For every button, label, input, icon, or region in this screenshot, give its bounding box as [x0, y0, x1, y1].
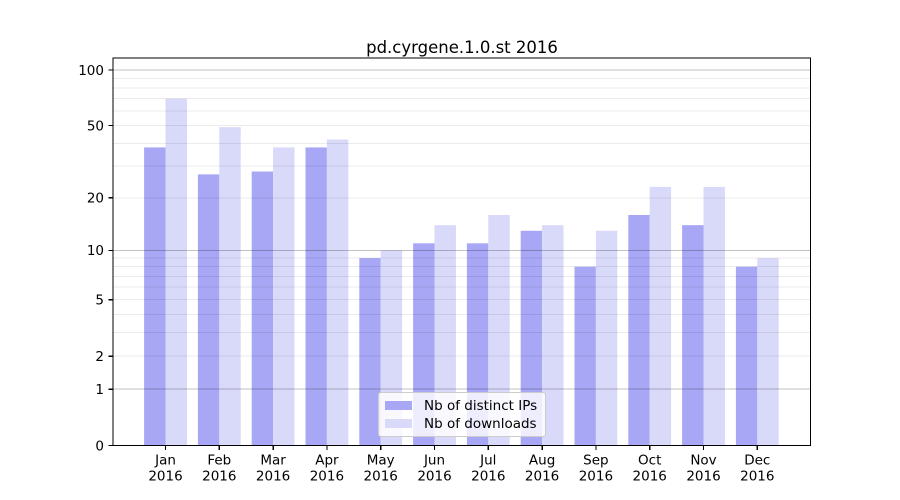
x-tick-label-year: 2016: [417, 469, 451, 485]
x-tick-label-year: 2016: [740, 469, 774, 485]
bar-downloads: [757, 258, 779, 446]
bar-distinct-ips: [144, 147, 166, 446]
y-tick-label: 10: [87, 243, 104, 259]
x-tick-label-month: Feb: [207, 453, 231, 469]
y-tick-label: 0: [95, 438, 104, 454]
x-tick-label-month: Jul: [479, 453, 496, 469]
bar-downloads: [542, 225, 564, 446]
x-tick-label-month: Jan: [154, 453, 176, 469]
x-tick-label-month: Dec: [744, 453, 770, 469]
x-tick-label-year: 2016: [256, 469, 290, 485]
bar-downloads: [434, 225, 456, 446]
chart-title: pd.cyrgene.1.0.st 2016: [366, 38, 558, 57]
bar-distinct-ips: [682, 225, 704, 446]
bar-distinct-ips: [574, 266, 596, 446]
bar-distinct-ips: [628, 214, 650, 446]
x-tick-label-year: 2016: [202, 469, 236, 485]
x-tick-label-year: 2016: [364, 469, 398, 485]
y-tick-label: 2: [95, 349, 104, 365]
legend-item-distinct-ips: Nb of distinct IPs: [385, 399, 545, 413]
x-tick-label-month: Nov: [690, 453, 716, 469]
bar-distinct-ips: [305, 147, 327, 446]
y-tick-label: 100: [78, 63, 104, 79]
bar-distinct-ips: [520, 230, 543, 446]
bar-downloads: [595, 230, 618, 446]
legend-item-downloads: Nb of downloads: [385, 417, 545, 431]
y-tick-label: 5: [95, 293, 104, 309]
x-tick-label-month: Apr: [315, 453, 339, 469]
legend-swatch-distinct-ips: [385, 401, 412, 410]
x-tick-label-year: 2016: [686, 469, 720, 485]
bar-downloads: [703, 186, 725, 446]
bar-downloads: [165, 98, 187, 446]
bar-distinct-ips: [197, 174, 220, 446]
bar-downloads: [488, 214, 510, 446]
x-tick-label-year: 2016: [633, 469, 667, 485]
x-tick-label-year: 2016: [471, 469, 505, 485]
x-tick-label-month: Jun: [423, 453, 445, 469]
x-tick-label-year: 2016: [310, 469, 344, 485]
y-tick-label: 1: [95, 382, 104, 398]
bar-distinct-ips: [735, 266, 758, 446]
x-tick-label-year: 2016: [148, 469, 182, 485]
bar-downloads: [649, 186, 672, 446]
x-tick-label-month: Sep: [583, 453, 608, 469]
legend-swatch-downloads: [385, 419, 412, 428]
x-tick-label-month: Mar: [260, 453, 286, 469]
y-tick-label: 20: [87, 191, 104, 207]
bar-downloads: [326, 139, 349, 446]
bar-downloads: [219, 127, 241, 446]
bar-distinct-ips: [251, 171, 274, 446]
legend-label-downloads: Nb of downloads: [424, 415, 537, 432]
bar-downloads: [273, 147, 295, 446]
x-tick-label-year: 2016: [579, 469, 613, 485]
legend: Nb of distinct IPs Nb of downloads: [378, 392, 546, 437]
x-tick-label-month: Oct: [638, 453, 661, 469]
plot-border: [112, 57, 812, 447]
y-tick-label: 50: [87, 118, 104, 134]
legend-label-distinct-ips: Nb of distinct IPs: [424, 397, 538, 414]
x-tick-label-month: May: [367, 453, 395, 469]
x-tick-label-month: Aug: [529, 453, 555, 469]
x-tick-label-year: 2016: [525, 469, 559, 485]
bar-distinct-ips: [359, 258, 381, 446]
